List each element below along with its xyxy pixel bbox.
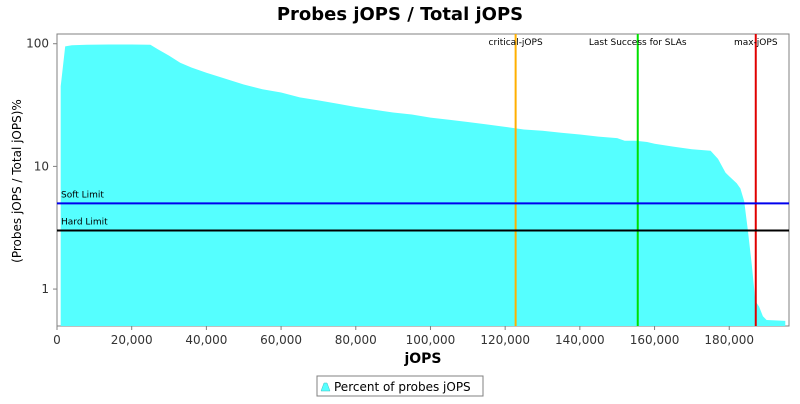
vline-label-2: max-jOPS: [734, 38, 778, 48]
area-layer: [60, 44, 786, 326]
legend-label: Percent of probes jOPS: [334, 380, 471, 394]
x-tick-label: 20,000: [111, 333, 153, 347]
legend-swatch-icon: [320, 382, 331, 392]
x-tick-label: 80,000: [335, 333, 377, 347]
x-tick-label: 160,000: [630, 333, 680, 347]
x-axis: 0 20,000 40,000 60,000 80,000 100,000 120,000 1…: [53, 326, 754, 347]
legend-box: [316, 375, 484, 397]
x-tick-label: 100,000: [406, 333, 456, 347]
y-tick-label: 100: [26, 37, 49, 51]
y-axis-title: (Probes jOPS / Total jOPS)%: [10, 99, 24, 263]
legend: Percent of probes jOPS: [316, 375, 484, 397]
x-tick-label: 60,000: [260, 333, 302, 347]
x-tick-label: 140,000: [555, 333, 605, 347]
y-tick-label: 10: [34, 159, 49, 173]
x-tick-label: 180,000: [704, 333, 754, 347]
hline-label-4: Hard Limit: [61, 218, 108, 228]
y-axis: 1 10 100: [26, 37, 57, 296]
x-tick-label: 120,000: [480, 333, 530, 347]
vline-label-1: Last Success for SLAs: [589, 38, 687, 48]
x-tick-label: 0: [53, 333, 61, 347]
x-axis-title: jOPS: [403, 351, 441, 367]
reference-lines: critical-jOPS Last Success for SLAs max-jO…: [57, 34, 789, 326]
y-tick-label: 1: [41, 282, 49, 296]
vline-label-0: critical-jOPS: [489, 38, 543, 48]
x-tick-label: 40,000: [185, 333, 227, 347]
chart-title: Probes jOPS / Total jOPS: [277, 4, 523, 25]
area-series-0: [60, 44, 786, 326]
hline-label-3: Soft Limit: [61, 190, 104, 200]
